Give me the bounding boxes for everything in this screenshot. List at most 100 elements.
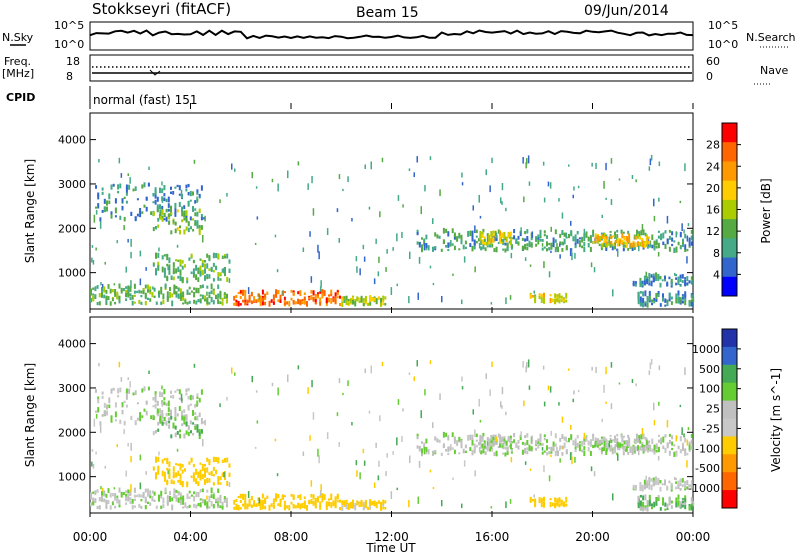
- power-echo-speckle: [525, 162, 527, 169]
- velocity-echo-cell: [686, 486, 689, 489]
- power-echo-cell: [95, 185, 97, 189]
- power-echo-speckle: [429, 156, 432, 161]
- velocity-echo-cell: [181, 480, 184, 487]
- power-echo-cell: [310, 289, 313, 294]
- power-echo-cell: [643, 275, 646, 282]
- velocity-echo-cell: [107, 488, 110, 493]
- velocity-echo-cell: [127, 489, 130, 493]
- velocity-echo-cell: [159, 417, 162, 424]
- power-echo-cell: [167, 203, 170, 208]
- power-echo-cell: [259, 295, 262, 301]
- velocity-echo-cell: [182, 502, 185, 505]
- velocity-echo-cell: [537, 441, 540, 444]
- velocity-echo-cell: [142, 492, 145, 496]
- velocity-echo-cell: [675, 478, 678, 481]
- velocity-echo-speckle: [385, 471, 387, 476]
- velocity-echo-cell: [189, 394, 192, 401]
- velocity-echo-speckle: [99, 425, 102, 433]
- velocity-echo-cell: [589, 450, 592, 456]
- power-echo-cell: [118, 295, 121, 301]
- velocity-echo-cell: [560, 499, 563, 503]
- velocity-echo-cell: [568, 437, 570, 443]
- velocity-echo-speckle: [271, 382, 274, 387]
- power-echo-cell: [684, 244, 687, 250]
- power-echo-cell: [524, 231, 527, 235]
- power-echo-cell: [188, 300, 191, 304]
- power-echo-speckle: [577, 185, 580, 189]
- power-echo-cell: [183, 210, 186, 213]
- power-echo-cell: [614, 245, 616, 250]
- velocity-echo-cell: [499, 439, 501, 444]
- velocity-echo-speckle: [612, 493, 614, 501]
- velocity-echo-cell: [561, 434, 564, 439]
- power-echo-speckle: [658, 161, 661, 167]
- power-echo-cell: [166, 254, 169, 261]
- power-echo-cell: [168, 213, 171, 217]
- velocity-echo-cell: [377, 500, 380, 504]
- power-echo-speckle: [684, 163, 686, 172]
- power-echo-speckle: [95, 210, 98, 215]
- velocity-echo-cell: [144, 496, 147, 502]
- power-echo-speckle: [302, 247, 305, 252]
- velocity-echo-cell: [677, 480, 680, 487]
- velocity-echo-cell: [453, 438, 456, 444]
- velocity-echo-cell: [517, 445, 520, 450]
- velocity-echo-cell: [206, 467, 209, 473]
- velocity-echo-speckle: [479, 419, 482, 423]
- velocity-echo-cell: [157, 428, 160, 432]
- velocity-echo-speckle: [390, 491, 393, 499]
- velocity-echo-cell: [164, 487, 167, 493]
- power-echo-cell: [101, 210, 104, 213]
- power-echo-cell: [190, 226, 192, 230]
- velocity-echo-cell: [616, 441, 619, 448]
- velocity-echo-cell: [645, 447, 648, 451]
- velocity-echo-cell: [668, 480, 671, 484]
- velocity-echo-cell: [509, 437, 512, 441]
- power-echo-cell: [127, 287, 130, 293]
- power-echo-speckle: [98, 159, 100, 163]
- velocity-echo-cell: [418, 445, 421, 452]
- velocity-echo-cell: [210, 500, 213, 507]
- power-echo-cell: [675, 246, 678, 253]
- velocity-echo-cell: [246, 503, 249, 509]
- power-echo-cell: [224, 271, 226, 277]
- velocity-echo-speckle: [618, 382, 621, 385]
- velocity-echo-cell: [490, 443, 493, 447]
- power-echo-cell: [197, 287, 200, 294]
- velocity-echo-cell: [244, 493, 247, 500]
- power-echo-cell: [165, 198, 168, 203]
- power-echo-cell: [328, 297, 330, 303]
- velocity-echo-cell: [303, 500, 306, 504]
- velocity-echo-cell: [651, 448, 654, 453]
- power-echo-cell: [421, 244, 423, 250]
- velocity-echo-cell: [101, 497, 103, 501]
- power-echo-speckle: [500, 197, 502, 204]
- power-echo-cell: [492, 232, 495, 237]
- power-echo-speckle: [583, 228, 586, 235]
- velocity-echo-cell: [162, 503, 165, 509]
- velocity-echo-cell: [495, 442, 498, 445]
- velocity-echo-cell: [668, 501, 671, 506]
- power-echo-cell: [155, 301, 158, 305]
- velocity-echo-cell: [98, 497, 101, 502]
- velocity-echo-cell: [266, 495, 269, 499]
- power-echo-layer: [90, 155, 695, 308]
- power-echo-cell: [186, 278, 189, 281]
- power-echo-cell: [172, 271, 175, 274]
- power-echo-cell: [561, 248, 564, 252]
- velocity-echo-cell: [549, 501, 552, 508]
- velocity-echo-speckle: [193, 363, 196, 368]
- velocity-echo-speckle: [494, 435, 497, 440]
- velocity-echo-cell: [96, 489, 99, 493]
- velocity-echo-cell: [210, 487, 213, 494]
- velocity-echo-cell: [237, 496, 240, 499]
- power-echo-cell: [114, 198, 117, 204]
- power-echo-cell: [172, 267, 175, 272]
- power-echo-cell: [677, 290, 680, 296]
- velocity-echo-speckle: [478, 446, 481, 453]
- power-echo-speckle: [549, 182, 552, 189]
- power-echo-cell: [495, 246, 498, 253]
- velocity-echo-speckle: [533, 494, 535, 498]
- power-echo-cell: [565, 292, 568, 299]
- velocity-echo-speckle: [558, 402, 560, 406]
